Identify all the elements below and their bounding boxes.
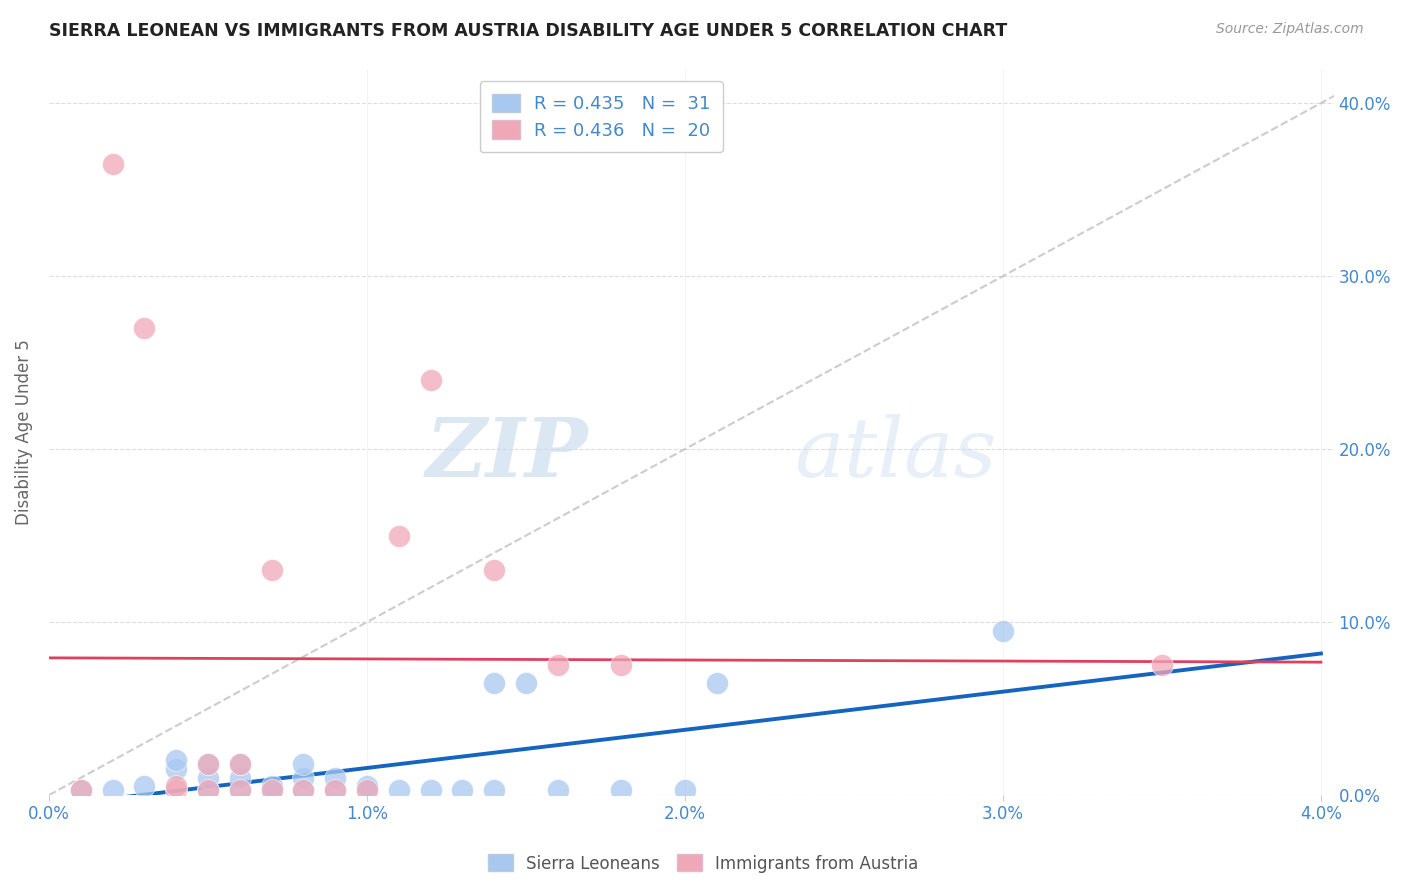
Point [165,762,187,776]
Point [547,658,569,673]
Point [69,783,91,797]
Point [356,783,378,797]
Point [292,783,315,797]
Point [260,783,283,797]
Point [323,783,346,797]
Point [165,780,187,794]
Legend: R = 0.435   N =  31, R = 0.436   N =  20: R = 0.435 N = 31, R = 0.436 N = 20 [479,81,723,153]
Point [323,771,346,785]
Point [292,771,315,785]
Point [547,783,569,797]
Point [673,783,696,797]
Point [1150,658,1173,673]
Legend: Sierra Leoneans, Immigrants from Austria: Sierra Leoneans, Immigrants from Austria [481,847,925,880]
Point [610,783,633,797]
Point [292,756,315,771]
Point [706,675,728,690]
Point [482,675,505,690]
Point [610,658,633,673]
Y-axis label: Disability Age Under 5: Disability Age Under 5 [15,339,32,524]
Point [229,756,252,771]
Point [356,783,378,797]
Point [165,783,187,797]
Point [134,321,156,335]
Text: atlas: atlas [794,414,997,493]
Point [165,754,187,768]
Text: Source: ZipAtlas.com: Source: ZipAtlas.com [1216,22,1364,37]
Point [101,156,124,170]
Point [356,780,378,794]
Point [101,783,124,797]
Point [260,780,283,794]
Point [419,783,441,797]
Point [292,783,315,797]
Point [482,563,505,577]
Point [229,783,252,797]
Point [229,771,252,785]
Point [323,783,346,797]
Point [197,756,219,771]
Point [197,771,219,785]
Point [197,783,219,797]
Point [197,756,219,771]
Point [229,783,252,797]
Point [451,783,474,797]
Point [260,563,283,577]
Point [991,624,1014,638]
Point [197,783,219,797]
Point [69,783,91,797]
Text: ZIP: ZIP [426,414,589,493]
Point [388,528,411,542]
Point [482,783,505,797]
Point [260,783,283,797]
Point [515,675,537,690]
Text: SIERRA LEONEAN VS IMMIGRANTS FROM AUSTRIA DISABILITY AGE UNDER 5 CORRELATION CHA: SIERRA LEONEAN VS IMMIGRANTS FROM AUSTRI… [49,22,1008,40]
Point [388,783,411,797]
Point [134,780,156,794]
Point [419,373,441,387]
Point [229,756,252,771]
